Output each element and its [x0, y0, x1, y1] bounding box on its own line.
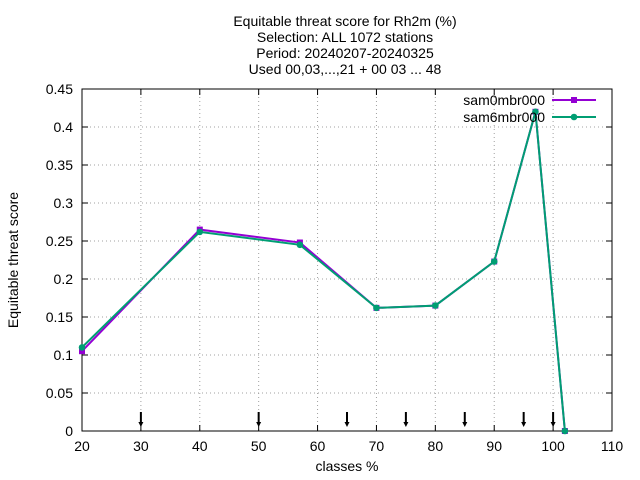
x-tick-label: 50: [251, 438, 267, 454]
data-point: [296, 241, 304, 249]
class-marker-arrow: [462, 412, 468, 427]
series: [78, 108, 569, 435]
series-line: [81, 111, 566, 432]
class-marker-arrow: [256, 412, 262, 427]
x-axis-label: classes %: [315, 458, 378, 474]
data-point: [373, 304, 380, 312]
title-line-1: Equitable threat score for Rh2m (%): [233, 13, 456, 29]
data-point: [432, 302, 439, 309]
axis-ticks: 20 30 40 50 60 70 80 90 100 110 0 0.05 0.1 0.15 0.2 0.2…: [46, 81, 624, 454]
x-tick-label: 80: [428, 438, 444, 454]
y-axis-label: Equitable threat score: [5, 192, 21, 328]
class-marker-arrow: [521, 412, 527, 427]
legend-label-sam0mbr000: sam0mbr000: [463, 92, 545, 108]
y-tick-label: 0.2: [54, 271, 74, 287]
x-tick-label: 110: [601, 438, 624, 454]
y-tick-label: 0.25: [46, 233, 73, 249]
class-marker-arrow: [138, 412, 144, 427]
data-point: [79, 348, 85, 355]
title-line-4: Used 00,03,...,21 + 00 03 ... 48: [249, 61, 442, 77]
legend-marker: [571, 97, 577, 103]
y-tick-label: 0.15: [46, 309, 73, 325]
y-tick-label: 0.45: [46, 81, 73, 97]
x-tick-label: 30: [133, 438, 149, 454]
x-tick-label: 70: [369, 438, 385, 454]
series-sam6mbr000: [78, 108, 569, 435]
x-tick-label: 60: [310, 438, 326, 454]
class-marker-arrow: [550, 412, 556, 427]
title-line-2: Selection: ALL 1072 stations: [257, 29, 433, 45]
y-tick-label: 0.35: [46, 157, 73, 173]
title-line-3: Period: 20240207-20240325: [256, 45, 434, 61]
data-point: [78, 344, 86, 351]
data-point: [561, 427, 569, 435]
y-tick-label: 0.05: [46, 385, 73, 401]
data-point: [532, 108, 539, 116]
class-marker-arrow: [344, 412, 350, 427]
data-point: [490, 258, 498, 265]
data-point: [196, 228, 204, 236]
grid: [82, 89, 612, 431]
x-tick-label: 100: [541, 438, 565, 454]
class-markers: [138, 412, 556, 427]
x-tick-label: 20: [74, 438, 90, 454]
x-tick-label: 40: [192, 438, 208, 454]
legend-label-sam6mbr000: sam6mbr000: [463, 109, 545, 125]
legend-marker: [570, 113, 578, 121]
y-tick-label: 0.4: [54, 119, 74, 135]
series-line: [81, 111, 566, 432]
y-tick-label: 0.1: [54, 347, 74, 363]
class-marker-arrow: [403, 412, 409, 427]
plot-frame: [81, 88, 613, 432]
chart-title: Equitable threat score for Rh2m (%)Selec…: [233, 13, 456, 77]
y-tick-label: 0: [65, 423, 73, 439]
x-tick-label: 90: [486, 438, 502, 454]
y-tick-label: 0.3: [54, 195, 74, 211]
